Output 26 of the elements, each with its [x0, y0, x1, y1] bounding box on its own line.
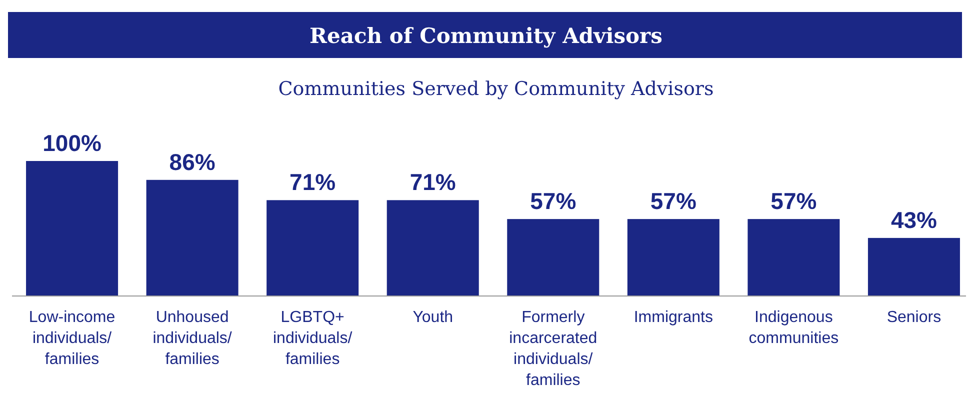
bar	[386, 200, 479, 296]
x-tick-label: Unhoused individuals/ families	[152, 309, 232, 368]
x-tick-label: Immigrants	[634, 309, 713, 326]
chart-subtitle: Communities Served by Community Advisors	[278, 78, 714, 100]
data-label: 100%	[42, 130, 102, 156]
chart-title: Reach of Community Advisors	[310, 23, 662, 48]
bar	[146, 180, 238, 296]
data-label: 71%	[410, 169, 456, 196]
x-tick-label: Formerly incarcerated individuals/ families	[509, 309, 598, 389]
bar	[26, 161, 118, 296]
bar	[266, 200, 359, 296]
data-label: 57%	[770, 188, 817, 214]
bar	[627, 219, 720, 296]
data-label: 86%	[169, 148, 216, 175]
x-tick-label: Seniors	[886, 309, 942, 326]
x-tick-label: Indigenous communities	[748, 309, 839, 347]
bar	[748, 219, 840, 296]
x-tick-label: Youth	[412, 309, 454, 326]
data-label: 71%	[290, 169, 336, 196]
x-tick-label: Low-income individuals/ families	[28, 309, 116, 368]
bar	[507, 219, 600, 296]
data-label: 57%	[650, 188, 696, 214]
data-label: 57%	[530, 188, 576, 214]
x-tick-label: LGBTQ+ individuals/ families	[273, 309, 353, 368]
data-label: 43%	[890, 206, 937, 233]
bar	[868, 238, 960, 296]
